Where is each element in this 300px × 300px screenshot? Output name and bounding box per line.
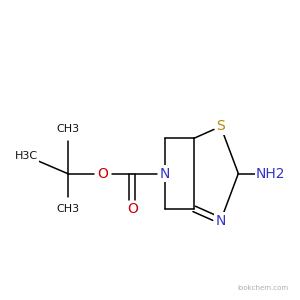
- Text: H3C: H3C: [15, 151, 38, 161]
- Text: S: S: [216, 119, 225, 134]
- Text: O: O: [98, 167, 108, 181]
- Text: NH2: NH2: [256, 167, 286, 181]
- Text: N: N: [160, 167, 170, 181]
- Text: CH3: CH3: [56, 124, 79, 134]
- Text: N: N: [215, 214, 226, 228]
- Text: lookchem.com: lookchem.com: [237, 285, 288, 291]
- Text: O: O: [127, 202, 138, 216]
- Text: CH3: CH3: [56, 204, 79, 214]
